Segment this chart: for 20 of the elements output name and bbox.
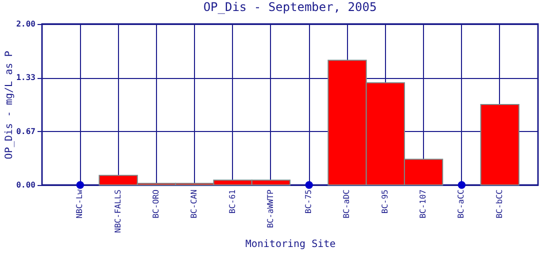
bar — [480, 104, 520, 186]
x-tick-label: BC-CAN — [190, 189, 199, 218]
x-tick-label: BC-aWWTP — [266, 189, 275, 228]
x-tick-label: BC-ORO — [151, 189, 160, 218]
x-tick-label: BC-75 — [304, 189, 314, 214]
y-tick-label: 0.67 — [16, 126, 36, 136]
y-tick-label: 2.00 — [16, 20, 36, 28]
x-tick-label: BC-aCC — [456, 189, 466, 218]
x-tick-label: BC-aDC — [342, 189, 352, 218]
y-tick-label: 0.00 — [16, 180, 36, 190]
y-axis-title: OP_Dis - mg/L as P — [4, 50, 16, 160]
x-tick-label: BC-bCC — [494, 189, 504, 218]
x-tick-label: NBC-Lw — [75, 189, 84, 218]
x-axis-title: Monitoring Site — [245, 238, 336, 250]
chart-title: OP_Dis - September, 2005 — [203, 0, 377, 14]
x-tick-label: BC-95 — [380, 189, 390, 214]
x-tick-label: BC-61 — [228, 189, 237, 214]
x-tick-label: BC-107 — [418, 189, 428, 218]
x-tick-label: NBC-FALLS — [113, 189, 122, 233]
y-tick-label: 1.33 — [16, 73, 36, 82]
